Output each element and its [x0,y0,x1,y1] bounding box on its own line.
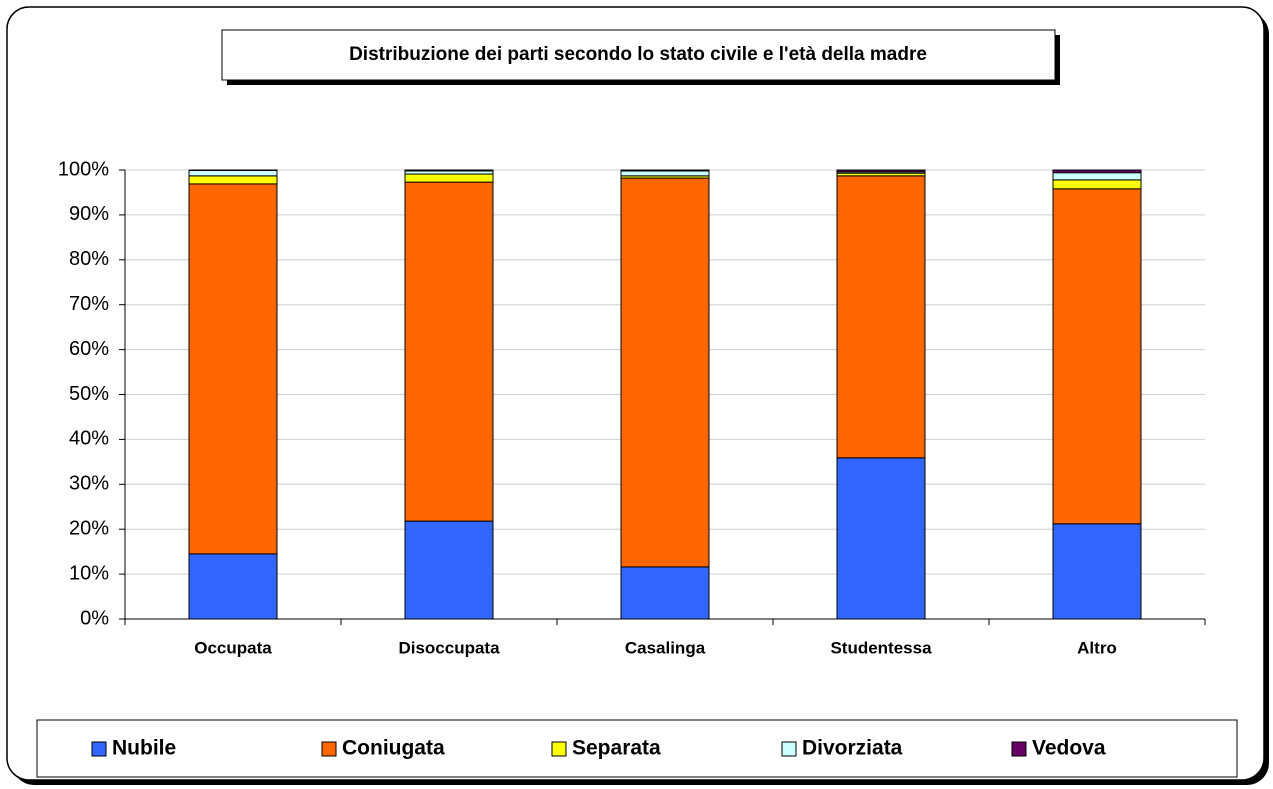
bar-segment [620,170,710,177]
y-tick-label: 100% [58,158,109,180]
x-tick-label: Altro [1077,638,1117,657]
legend-label: Nubile [112,737,176,760]
y-tick-label: 70% [69,293,109,315]
bar-segment [1052,179,1142,190]
y-tick-label: 80% [69,248,109,270]
x-tick-label: Casalinga [625,638,706,657]
bar-segment [836,457,926,620]
bar-segment [1052,172,1142,181]
x-tick-label: Studentessa [830,638,932,657]
bar-segment [620,169,710,172]
legend-swatch [321,741,337,757]
bar-segment [836,169,926,173]
x-tick-label: Occupata [194,638,272,657]
y-tick-label: 20% [69,517,109,539]
bar-segment [404,181,494,522]
y-tick-label: 10% [69,562,109,584]
legend-swatch [91,741,107,757]
bar-segment [1052,523,1142,620]
bar-segment [188,183,278,555]
legend-swatch [781,741,797,757]
legend-label: Vedova [1032,737,1106,760]
bar-segment [188,175,278,185]
bar-segment [188,169,278,177]
y-tick-label: 40% [69,428,109,450]
bar-segment [404,169,494,172]
y-tick-label: 60% [69,338,109,360]
legend-label: Separata [572,737,661,760]
bar-segment [404,520,494,620]
bar-segment [620,177,710,568]
y-tick-label: 0% [80,607,109,629]
legend-label: Coniugata [342,737,445,760]
bar-segment [1052,188,1142,525]
bar-segment [1052,169,1142,174]
legend-swatch [551,741,567,757]
y-tick-label: 30% [69,473,109,495]
bar-segment [188,553,278,620]
x-tick-label: Disoccupata [398,638,500,657]
legend-label: Divorziata [802,737,903,760]
bar-segment [620,566,710,620]
bar-segment [836,175,926,459]
legend-swatch [1011,741,1027,757]
title-box [221,29,1056,81]
legend-box [36,719,1238,778]
bar-segment [404,173,494,183]
y-tick-label: 50% [69,383,109,405]
chart-title: Distribuzione dei parti secondo lo stato… [349,44,927,65]
y-tick-label: 90% [69,203,109,225]
